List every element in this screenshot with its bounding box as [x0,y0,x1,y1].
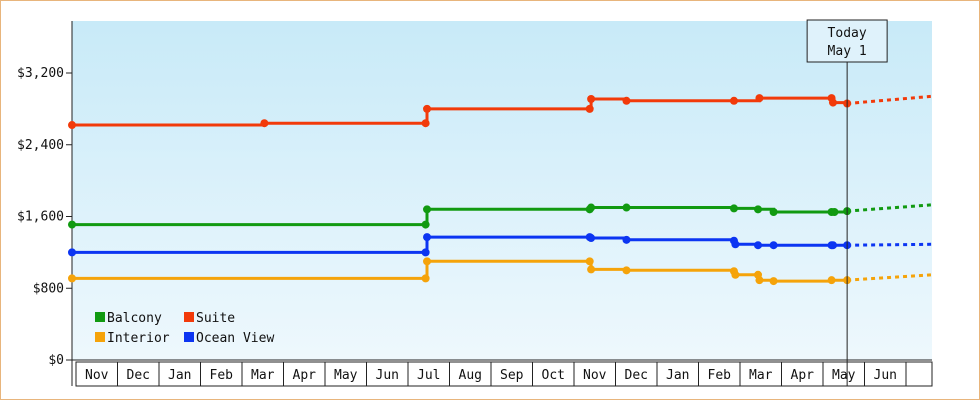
data-point-balcony [754,205,763,214]
x-tick-label: Dec [127,368,150,383]
data-point-interior [755,276,764,285]
legend-swatch-balcony [95,312,105,322]
series-forecast-suite [847,94,933,105]
legend-label-balcony: Balcony [107,311,162,326]
data-point-suite [585,104,594,113]
data-point-suite [828,98,837,107]
data-point-interior [421,274,430,283]
data-point-balcony [421,220,430,229]
data-point-ocean-view [754,241,763,250]
series-forecast-ocean-view [847,242,933,247]
data-point-balcony [830,208,839,217]
x-tick-label: Jul [417,368,440,383]
x-tick-label: Jun [874,368,897,383]
x-tick-label: Mar [251,368,275,383]
data-point-interior [587,265,596,274]
data-point-suite [755,94,764,103]
data-point-balcony [423,205,432,214]
x-tick-label: Oct [542,368,565,383]
x-tick-label: Dec [625,368,648,383]
x-tick-label: May [832,368,856,383]
data-point-interior [827,276,836,285]
data-point-ocean-view [828,241,837,250]
data-point-interior [622,266,631,275]
data-point-suite [260,119,269,128]
x-tick-label: Aug [459,368,482,383]
legend-swatch-interior [95,332,105,342]
data-point-balcony [729,204,738,213]
data-point-interior [423,257,432,266]
data-point-interior [585,257,594,266]
data-point-ocean-view [622,235,631,244]
x-tick-label: May [334,368,358,383]
x-tick-label: Nov [85,368,109,383]
data-point-suite [421,119,430,128]
x-tick-label: Jun [376,368,399,383]
y-tick-label: $3,200 [17,66,64,81]
series-forecast-balcony [847,203,933,213]
x-tick-label: Feb [210,368,234,383]
series-forecast-interior [847,273,933,282]
data-point-interior [769,277,778,286]
x-tick-label: Feb [708,368,732,383]
x-tick-label: Sep [500,368,524,383]
today-marker-box [806,19,888,63]
data-point-suite [622,96,631,105]
data-point-balcony [769,208,778,217]
data-point-ocean-view [68,248,76,257]
today-marker-label: Today [828,26,867,41]
y-tick-label: $0 [48,353,64,368]
data-point-ocean-view [423,233,432,242]
x-tick-label: Apr [293,368,317,383]
data-point-balcony [587,203,596,212]
x-tick-label: Jan [168,368,191,383]
data-point-interior [731,270,740,279]
data-point-balcony [68,220,76,229]
data-point-suite [587,95,596,104]
data-point-balcony [622,203,631,212]
legend-label-interior: Interior [107,331,170,346]
legend-label-ocean-view: Ocean View [196,331,274,346]
x-tick-label: Nov [583,368,607,383]
legend-swatch-ocean-view [184,332,194,342]
y-tick-label: $1,600 [17,210,64,225]
x-tick-label: Apr [791,368,815,383]
x-axis-month-strip [75,361,933,387]
data-point-ocean-view [769,241,778,250]
data-point-ocean-view [731,240,740,249]
y-tick-label: $2,400 [17,138,64,153]
data-point-suite [68,121,76,130]
legend-label-suite: Suite [196,311,235,326]
data-point-ocean-view [587,234,596,243]
x-tick-label: Jan [666,368,689,383]
y-tick-label: $800 [33,281,64,296]
data-point-ocean-view [421,248,430,257]
plot-area-background [72,21,932,360]
legend-swatch-suite [184,312,194,322]
data-point-suite [729,96,738,105]
data-point-interior [68,274,76,283]
today-marker-date: May 1 [828,44,867,59]
data-point-suite [423,104,432,113]
x-tick-label: Mar [749,368,773,383]
